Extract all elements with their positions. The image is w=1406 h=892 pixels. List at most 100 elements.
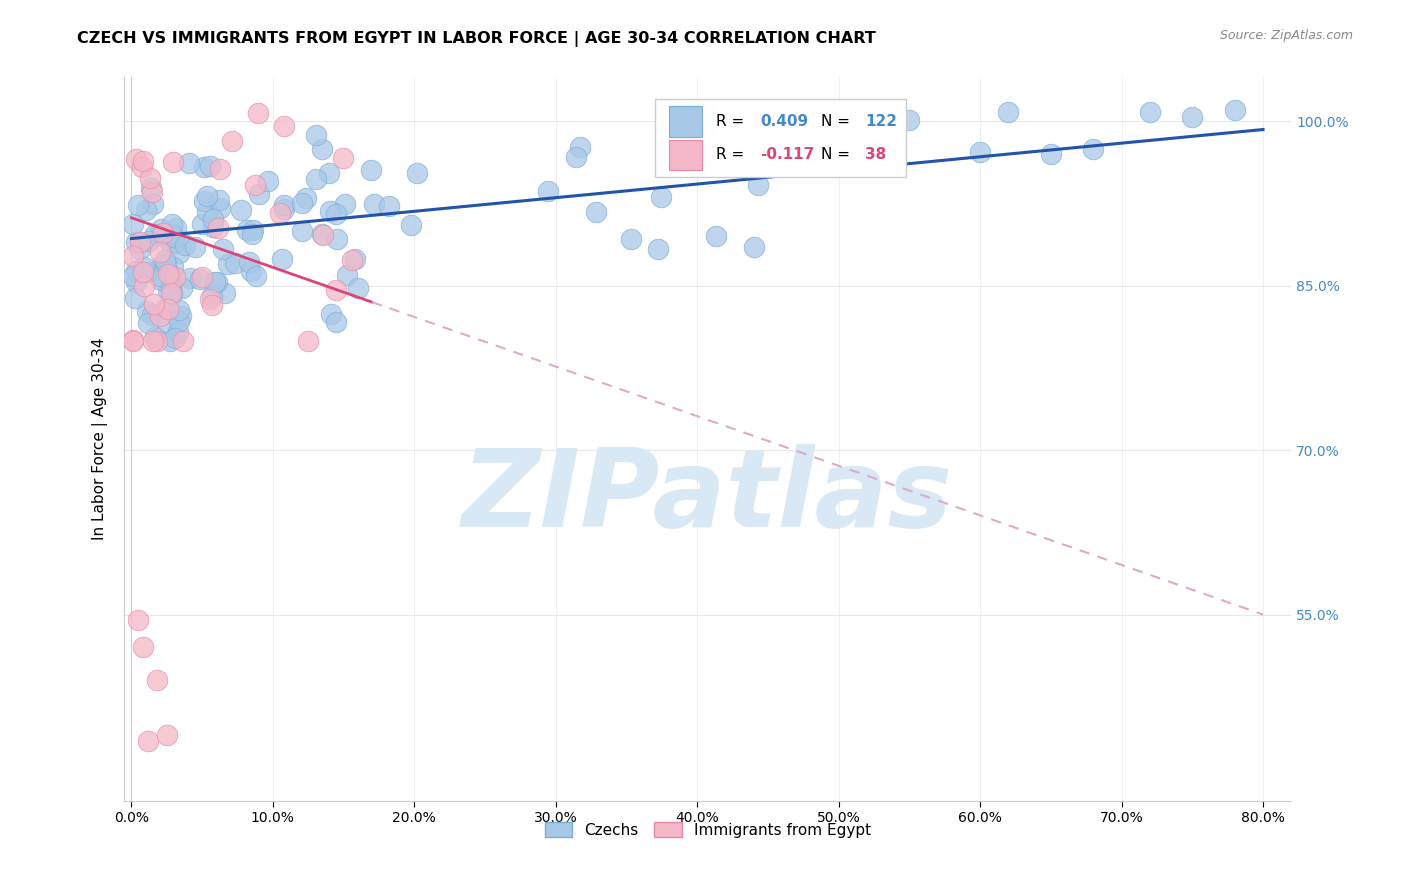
Point <box>214 285 236 300</box>
Text: -0.117: -0.117 <box>761 147 814 162</box>
Point <box>163 269 186 284</box>
Point <box>155 253 177 268</box>
Point <box>138 733 160 747</box>
Point <box>568 140 591 154</box>
Point <box>127 613 149 627</box>
Point <box>318 166 340 180</box>
Point <box>188 272 211 286</box>
Point <box>121 217 143 231</box>
Point <box>193 194 215 208</box>
Point <box>143 227 166 241</box>
Point <box>273 198 295 212</box>
Point <box>325 315 347 329</box>
Point <box>156 315 179 329</box>
Point <box>155 301 177 316</box>
FancyBboxPatch shape <box>655 99 907 178</box>
Point <box>165 220 187 235</box>
Point <box>160 285 183 300</box>
Point <box>159 268 181 282</box>
Text: N =: N = <box>821 147 855 162</box>
Point <box>207 275 229 289</box>
Point <box>131 160 153 174</box>
Text: R =: R = <box>716 114 749 129</box>
Point <box>162 260 184 274</box>
Point <box>132 153 155 168</box>
Point <box>271 252 294 266</box>
Point <box>319 203 342 218</box>
Point <box>142 297 165 311</box>
Point <box>174 237 197 252</box>
Point <box>247 187 270 202</box>
Point <box>325 283 347 297</box>
Point <box>141 185 163 199</box>
Point <box>236 223 259 237</box>
Point <box>167 246 190 260</box>
Text: 122: 122 <box>865 114 897 129</box>
Point <box>125 235 148 249</box>
Point <box>172 334 194 348</box>
Point <box>125 275 148 289</box>
Text: CZECH VS IMMIGRANTS FROM EGYPT IN LABOR FORCE | AGE 30-34 CORRELATION CHART: CZECH VS IMMIGRANTS FROM EGYPT IN LABOR … <box>77 31 876 47</box>
Point <box>132 260 155 274</box>
Point <box>165 235 187 250</box>
Point <box>141 180 163 194</box>
Point <box>145 334 167 348</box>
Point <box>620 232 643 246</box>
Y-axis label: In Labor Force | Age 30-34: In Labor Force | Age 30-34 <box>93 338 108 541</box>
Point <box>297 334 319 348</box>
Point <box>135 303 157 318</box>
Point <box>585 204 607 219</box>
Point <box>269 206 291 220</box>
Point <box>127 198 149 212</box>
Point <box>344 252 367 267</box>
Point <box>997 104 1019 119</box>
Point <box>704 229 727 244</box>
Text: Source: ZipAtlas.com: Source: ZipAtlas.com <box>1219 29 1353 42</box>
Point <box>149 245 172 260</box>
Point <box>747 178 769 193</box>
Point <box>138 316 160 330</box>
Point <box>167 325 190 339</box>
Point <box>347 280 370 294</box>
Point <box>160 227 183 241</box>
Point <box>150 273 173 287</box>
Point <box>177 155 200 169</box>
Text: R =: R = <box>716 147 749 162</box>
Point <box>325 232 347 246</box>
Point <box>156 728 179 742</box>
Point <box>208 201 231 215</box>
Point <box>193 160 215 174</box>
Point <box>221 134 243 148</box>
Point <box>536 184 558 198</box>
Point <box>305 172 328 186</box>
Point <box>202 220 225 235</box>
Point <box>240 264 263 278</box>
Point <box>742 240 765 254</box>
Point <box>122 333 145 347</box>
Point <box>135 202 157 217</box>
Point <box>718 129 741 144</box>
Point <box>122 268 145 283</box>
Point <box>190 269 212 284</box>
Point <box>406 166 429 180</box>
Point <box>332 151 354 165</box>
Point <box>146 673 169 688</box>
Point <box>212 242 235 256</box>
Point <box>238 254 260 268</box>
FancyBboxPatch shape <box>669 106 702 136</box>
Point <box>142 334 165 348</box>
Point <box>245 178 267 192</box>
Point <box>131 640 153 655</box>
Point <box>360 163 382 178</box>
Point <box>162 154 184 169</box>
Point <box>242 227 264 241</box>
Point <box>650 190 672 204</box>
Point <box>125 264 148 278</box>
Point <box>207 221 229 235</box>
Point <box>169 309 191 323</box>
Point <box>242 223 264 237</box>
Point <box>312 227 335 242</box>
Point <box>256 174 278 188</box>
Point <box>333 197 356 211</box>
Point <box>224 256 246 270</box>
